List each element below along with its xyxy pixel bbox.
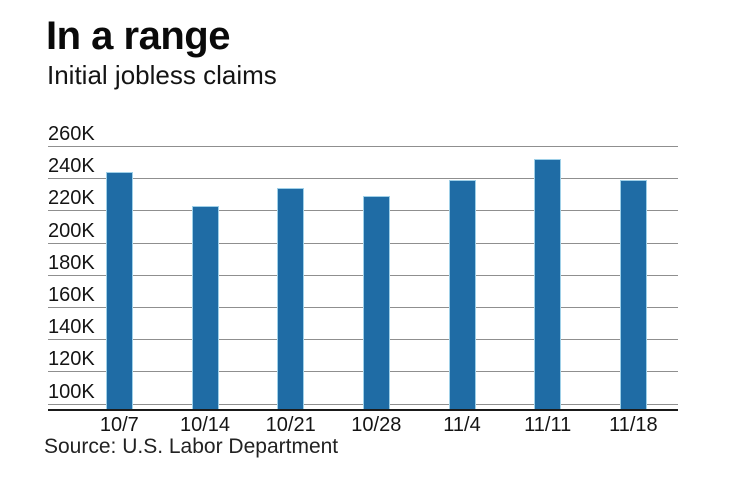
y-axis-tick-label: 120K — [48, 348, 95, 371]
bar — [277, 187, 305, 411]
x-axis-tick-label: 10/7 — [99, 414, 139, 436]
bar — [619, 179, 647, 411]
y-axis-tick-label: 240K — [48, 155, 95, 178]
x-axis-tick-label: 10/28 — [351, 414, 402, 436]
bar — [191, 205, 219, 411]
chart-title: In a range — [46, 14, 230, 58]
x-axis-tick-label: 11/4 — [443, 414, 481, 436]
bar — [448, 179, 476, 411]
y-axis-tick-label: 140K — [48, 316, 95, 339]
y-axis-tick-label: 160K — [48, 284, 95, 306]
y-axis-tick-label: 180K — [48, 251, 95, 274]
chart-subtitle: Initial jobless claims — [47, 60, 277, 90]
gridline — [48, 146, 678, 147]
x-axis-tick-label: 10/14 — [179, 414, 231, 436]
x-axis-tick-label: 10/21 — [265, 414, 316, 436]
y-axis-tick-label: 220K — [48, 187, 95, 210]
y-axis-tick-label: 200K — [48, 219, 95, 242]
x-axis-tick-label: 11/18 — [609, 414, 658, 436]
gridline — [48, 178, 678, 180]
bar — [362, 195, 390, 411]
y-axis-tick-label: 260K — [48, 123, 95, 145]
bar — [534, 158, 562, 411]
y-axis-tick-label: 100K — [48, 380, 95, 403]
source-note: Source: U.S. Labor Department — [44, 435, 339, 458]
x-axis-line — [48, 409, 678, 411]
x-axis-tick-label: 11/11 — [524, 414, 572, 436]
bar — [105, 171, 133, 411]
